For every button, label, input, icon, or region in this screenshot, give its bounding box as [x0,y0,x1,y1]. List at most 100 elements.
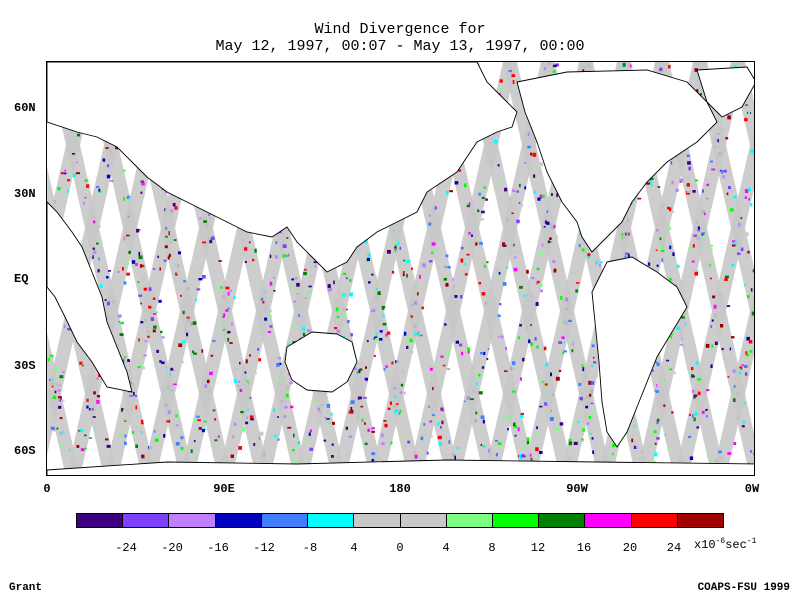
unit-exponent-2: -1 [746,537,757,546]
colorbar-unit: x10-6sec-1 [694,537,756,552]
divergence-pixel [293,300,297,303]
colorbar [76,513,724,528]
divergence-pixel [656,264,659,267]
divergence-pixel [269,325,273,328]
divergence-pixel [175,272,178,276]
divergence-pixel [298,314,300,317]
divergence-pixel [553,268,557,273]
divergence-pixel [623,238,627,242]
divergence-pixel [447,266,451,269]
divergence-pixel [529,453,532,457]
colorbar-tick-label: 4 [350,541,358,555]
divergence-pixel [697,391,701,395]
divergence-pixel [656,421,659,425]
divergence-pixel [637,197,642,200]
divergence-pixel [425,450,427,455]
divergence-pixel [487,448,491,453]
divergence-pixel [746,336,750,341]
divergence-pixel [274,255,278,259]
divergence-pixel [138,251,141,256]
colorbar-cell [215,514,262,527]
divergence-pixel [679,156,683,159]
divergence-pixel [561,336,565,340]
divergence-pixel [402,391,406,395]
divergence-pixel [170,209,174,212]
divergence-pixel [59,375,64,379]
divergence-pixel [309,289,312,292]
divergence-pixel [290,405,294,409]
divergence-pixel [571,272,576,276]
divergence-pixel [517,427,520,432]
divergence-pixel [442,204,444,208]
divergence-pixel [741,364,744,367]
divergence-pixel [375,337,379,342]
divergence-pixel [150,317,154,321]
divergence-pixel [336,329,341,333]
divergence-pixel [390,441,393,445]
divergence-pixel [555,376,560,381]
divergence-pixel [649,179,653,183]
divergence-pixel [57,186,61,191]
divergence-pixel [382,322,387,326]
divergence-pixel [581,438,584,442]
divergence-pixel [131,260,136,264]
divergence-pixel [84,196,87,199]
divergence-pixel [701,410,705,414]
divergence-pixel [675,188,679,192]
divergence-pixel [273,434,277,438]
divergence-pixel [210,354,214,357]
divergence-pixel [582,69,585,73]
divergence-pixel [670,426,673,429]
divergence-pixel [346,320,350,324]
divergence-pixel [593,374,598,378]
divergence-pixel [120,321,124,325]
divergence-pixel [327,284,331,288]
divergence-pixel [520,377,522,381]
divergence-pixel [686,154,690,158]
divergence-pixel [521,454,525,458]
divergence-pixel [513,425,518,429]
divergence-pixel [753,452,754,456]
divergence-pixel [55,367,59,372]
divergence-pixel [478,391,483,395]
divergence-pixel [367,261,371,263]
divergence-pixel [192,350,195,353]
divergence-pixel [411,267,413,270]
divergence-pixel [159,360,162,363]
unit-prefix: x10 [694,538,716,552]
divergence-pixel [664,433,666,437]
divergence-pixel [175,414,178,418]
divergence-pixel [480,218,484,221]
divergence-pixel [737,252,741,255]
divergence-pixel [273,290,276,292]
north-america-landmass [516,69,718,253]
divergence-pixel [140,430,143,434]
divergence-pixel [402,274,405,277]
divergence-pixel [591,412,595,415]
colorbar-tick-label: 12 [530,541,546,555]
divergence-pixel [687,368,691,370]
divergence-pixel [259,431,264,436]
divergence-pixel [651,369,654,372]
divergence-pixel [546,221,550,225]
divergence-pixel [670,333,673,336]
divergence-pixel [725,275,729,279]
divergence-pixel [356,371,359,374]
divergence-pixel [202,241,206,244]
colorbar-tick-label: 16 [576,541,592,555]
divergence-pixel [437,206,440,210]
divergence-pixel [129,395,133,397]
divergence-pixel [667,206,670,210]
divergence-pixel [366,340,369,343]
divergence-pixel [255,371,257,375]
divergence-pixel [293,461,298,464]
divergence-pixel [294,324,296,328]
divergence-pixel [153,325,157,329]
divergence-pixel [193,420,197,422]
divergence-pixel [141,276,146,281]
divergence-pixel [212,409,216,412]
divergence-pixel [502,282,507,286]
divergence-pixel [705,408,708,411]
divergence-pixel [530,276,535,280]
divergence-pixel [121,408,124,410]
